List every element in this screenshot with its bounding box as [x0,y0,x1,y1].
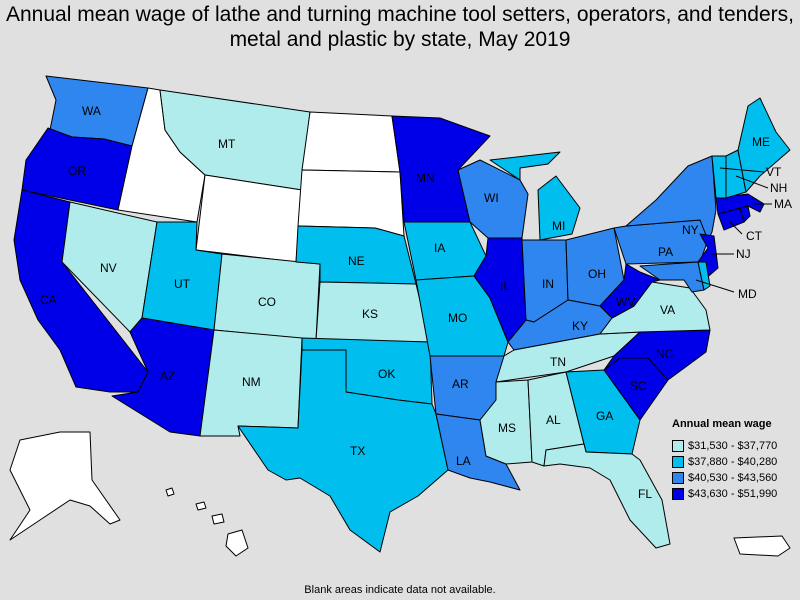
label-OR: OR [68,164,86,178]
leader-MD [695,279,735,293]
label-CO: CO [258,295,276,309]
label-AZ: AZ [160,369,175,383]
label-MS: MS [498,421,516,435]
state-ND[interactable] [301,111,401,173]
leader-VT [719,167,765,173]
label-ME: ME [752,135,770,149]
label-NC: NC [656,347,674,361]
map-title: Annual mean wage of lathe and turning ma… [6,3,794,51]
label-NY: NY [682,223,699,237]
label-AR: AR [452,377,469,391]
leader-NH [735,175,769,189]
state-FL[interactable] [543,443,671,549]
label-IL: IL [500,279,510,293]
label-WA: WA [82,104,101,118]
label-KY: KY [572,319,588,333]
state-NY[interactable] [625,155,717,241]
label-IN: IN [542,277,554,291]
map-legend: Annual mean wage $31,530 - $37,770 $37,8… [672,418,798,502]
state-AK[interactable] [9,431,121,541]
state-TX[interactable] [237,349,449,553]
label-GA: GA [596,409,613,423]
legend-item: $43,630 - $51,990 [672,486,798,502]
label-WI: WI [484,191,499,205]
state-labels: WA OR CA NV MT UT AZ CO NM NE KS OK TX M… [40,104,792,501]
label-IA: IA [434,241,445,255]
legend-swatch [672,456,684,468]
label-MI: MI [552,219,565,233]
label-OK: OK [378,367,395,381]
legend-range: $37,880 - $40,280 [688,456,778,468]
label-FL: FL [638,487,652,501]
leader-CT [729,221,743,235]
label-TN: TN [550,355,566,369]
legend-range: $40,530 - $43,560 [688,472,778,484]
label-NH: NH [770,181,787,195]
state-WY[interactable] [195,174,303,263]
label-CT: CT [746,229,763,243]
label-NM: NM [242,375,261,389]
label-VA: VA [660,303,675,317]
state-ME[interactable] [737,97,791,193]
leader-lines [695,167,772,293]
label-OH: OH [588,267,606,281]
state-MA[interactable] [715,193,765,215]
legend-swatch [672,488,684,500]
label-VT: VT [766,165,782,179]
label-MO: MO [448,311,467,325]
label-UT: UT [174,277,191,291]
label-MT: MT [218,137,236,151]
legend-item: $37,880 - $40,280 [672,454,798,470]
state-WI[interactable] [457,159,529,239]
label-NJ: NJ [736,247,751,261]
legend-item: $31,530 - $37,770 [672,438,798,454]
label-MD: MD [738,287,757,301]
label-TX: TX [350,444,365,458]
label-WV: WV [616,295,635,309]
label-MA: MA [774,197,792,211]
legend-title: Annual mean wage [672,418,772,430]
legend-range: $43,630 - $51,990 [688,488,778,500]
label-SC: SC [630,379,647,393]
footnote: Blank areas indicate data not available. [304,584,496,596]
legend-swatch [672,472,684,484]
label-AL: AL [546,413,561,427]
label-MN: MN [416,171,435,185]
territory-PR[interactable] [733,535,791,557]
label-NV: NV [100,261,117,275]
label-PA: PA [658,245,673,259]
label-NE: NE [348,254,365,268]
label-KS: KS [362,307,378,321]
legend-swatch [672,440,684,452]
legend-item: $40,530 - $43,560 [672,470,798,486]
label-CA: CA [40,293,57,307]
label-LA: LA [456,454,471,468]
state-HI[interactable] [165,487,249,557]
legend-range: $31,530 - $37,770 [688,440,778,452]
state-MI[interactable] [489,151,581,241]
